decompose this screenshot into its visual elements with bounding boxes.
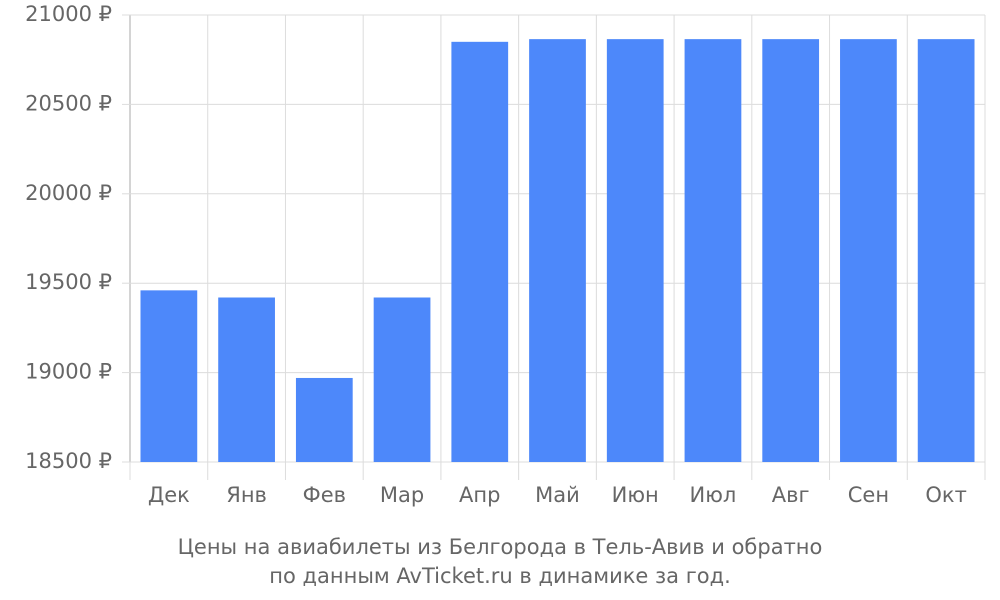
chart-subtitle: по данным AvTicket.ru в динамике за год. <box>269 564 731 588</box>
bar <box>373 297 431 462</box>
x-tick-label: Май <box>535 483 580 507</box>
x-tick-label: Мар <box>380 483 424 507</box>
bar <box>684 39 742 462</box>
y-tick-label: 20000 ₽ <box>25 181 112 205</box>
bar <box>140 290 198 462</box>
y-tick-label: 19500 ₽ <box>25 270 112 294</box>
x-tick-label: Сен <box>848 483 889 507</box>
bar <box>218 297 275 462</box>
bar <box>762 39 820 462</box>
x-tick-label: Июн <box>612 483 659 507</box>
bar <box>529 39 586 462</box>
x-tick-label: Апр <box>459 483 500 507</box>
x-tick-label: Дек <box>148 483 190 507</box>
y-tick-label: 18500 ₽ <box>25 449 112 473</box>
y-tick-label: 20500 ₽ <box>25 91 112 115</box>
bar <box>295 377 353 462</box>
y-tick-label: 21000 ₽ <box>25 2 112 26</box>
bar <box>606 39 664 462</box>
x-tick-label: Июл <box>690 483 737 507</box>
bar <box>840 39 897 462</box>
x-tick-label: Янв <box>226 483 267 507</box>
bar <box>451 41 509 462</box>
x-tick-label: Авг <box>772 483 810 507</box>
bar <box>917 39 975 462</box>
chart-title: Цены на авиабилеты из Белгорода в Тель-А… <box>178 535 823 559</box>
y-tick-label: 19000 ₽ <box>25 360 112 384</box>
x-tick-label: Окт <box>925 483 966 507</box>
x-tick-label: Фев <box>303 483 346 507</box>
